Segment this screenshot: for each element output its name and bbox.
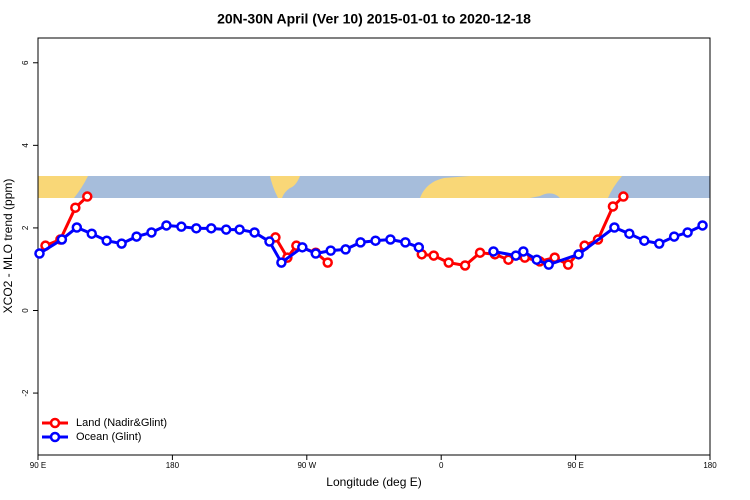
chart-title: 20N-30N April (Ver 10) 2015-01-01 to 202… [217,11,531,27]
data-point [443,257,454,268]
data-point [161,220,172,231]
data-point [249,227,260,238]
data-point [71,222,83,233]
data-point [82,191,93,202]
data-point [340,244,351,255]
data-point [146,227,157,238]
legend-label: Ocean (Glint) [76,431,141,443]
data-point [543,259,554,270]
data-point [56,234,68,245]
data-point [70,202,81,213]
y-tick-label: 0 [21,308,30,313]
data-point [385,234,396,245]
data-point [101,235,112,246]
x-tick-label: 90 E [567,461,583,470]
data-point [607,201,619,212]
x-tick-label: 0 [439,461,444,470]
data-point [573,249,584,260]
data-point [234,224,245,235]
data-point [191,223,202,234]
data-point [639,235,650,246]
data-point [428,250,439,261]
x-axis-label: Longitude (deg E) [326,475,421,489]
x-tick-label: 180 [703,461,717,470]
data-point [624,228,635,239]
data-point [488,246,499,257]
y-tick-label: 2 [21,225,30,230]
data-point [531,254,543,265]
data-point [322,257,333,268]
legend-marker [49,431,61,443]
data-point [459,260,471,271]
x-tick-label: 180 [166,461,180,470]
data-point [413,242,425,253]
data-point [682,227,693,238]
legend-label: Land (Nadir&Glint) [76,417,167,429]
data-point [355,237,366,248]
data-point [131,231,142,242]
map-strip [38,176,710,198]
data-point [653,238,665,249]
data-point [400,237,411,248]
data-point [325,245,336,256]
data-point [297,242,308,253]
data-point [668,231,680,242]
x-tick-label: 90 W [297,461,316,470]
y-tick-label: 6 [21,60,30,65]
legend-marker [49,417,61,429]
data-point [116,238,127,249]
data-point [220,224,232,235]
data-point [618,191,629,202]
data-point [697,220,708,231]
data-point [370,235,381,246]
data-point [34,248,45,259]
data-point [86,228,98,239]
plot-frame [37,37,711,456]
data-point [510,250,522,261]
y-tick-label: -2 [21,389,30,397]
data-point [276,257,287,268]
data-point [474,247,486,258]
data-point [609,222,620,233]
data-point [176,221,187,232]
data-point [264,236,275,247]
data-point [310,248,322,259]
data-point [562,259,574,270]
data-point [518,246,529,257]
y-axis-label: XCO2 - MLO trend (ppm) [1,179,15,314]
data-point [205,223,217,234]
y-tick-label: 4 [21,143,30,148]
x-tick-label: 90 E [30,461,46,470]
